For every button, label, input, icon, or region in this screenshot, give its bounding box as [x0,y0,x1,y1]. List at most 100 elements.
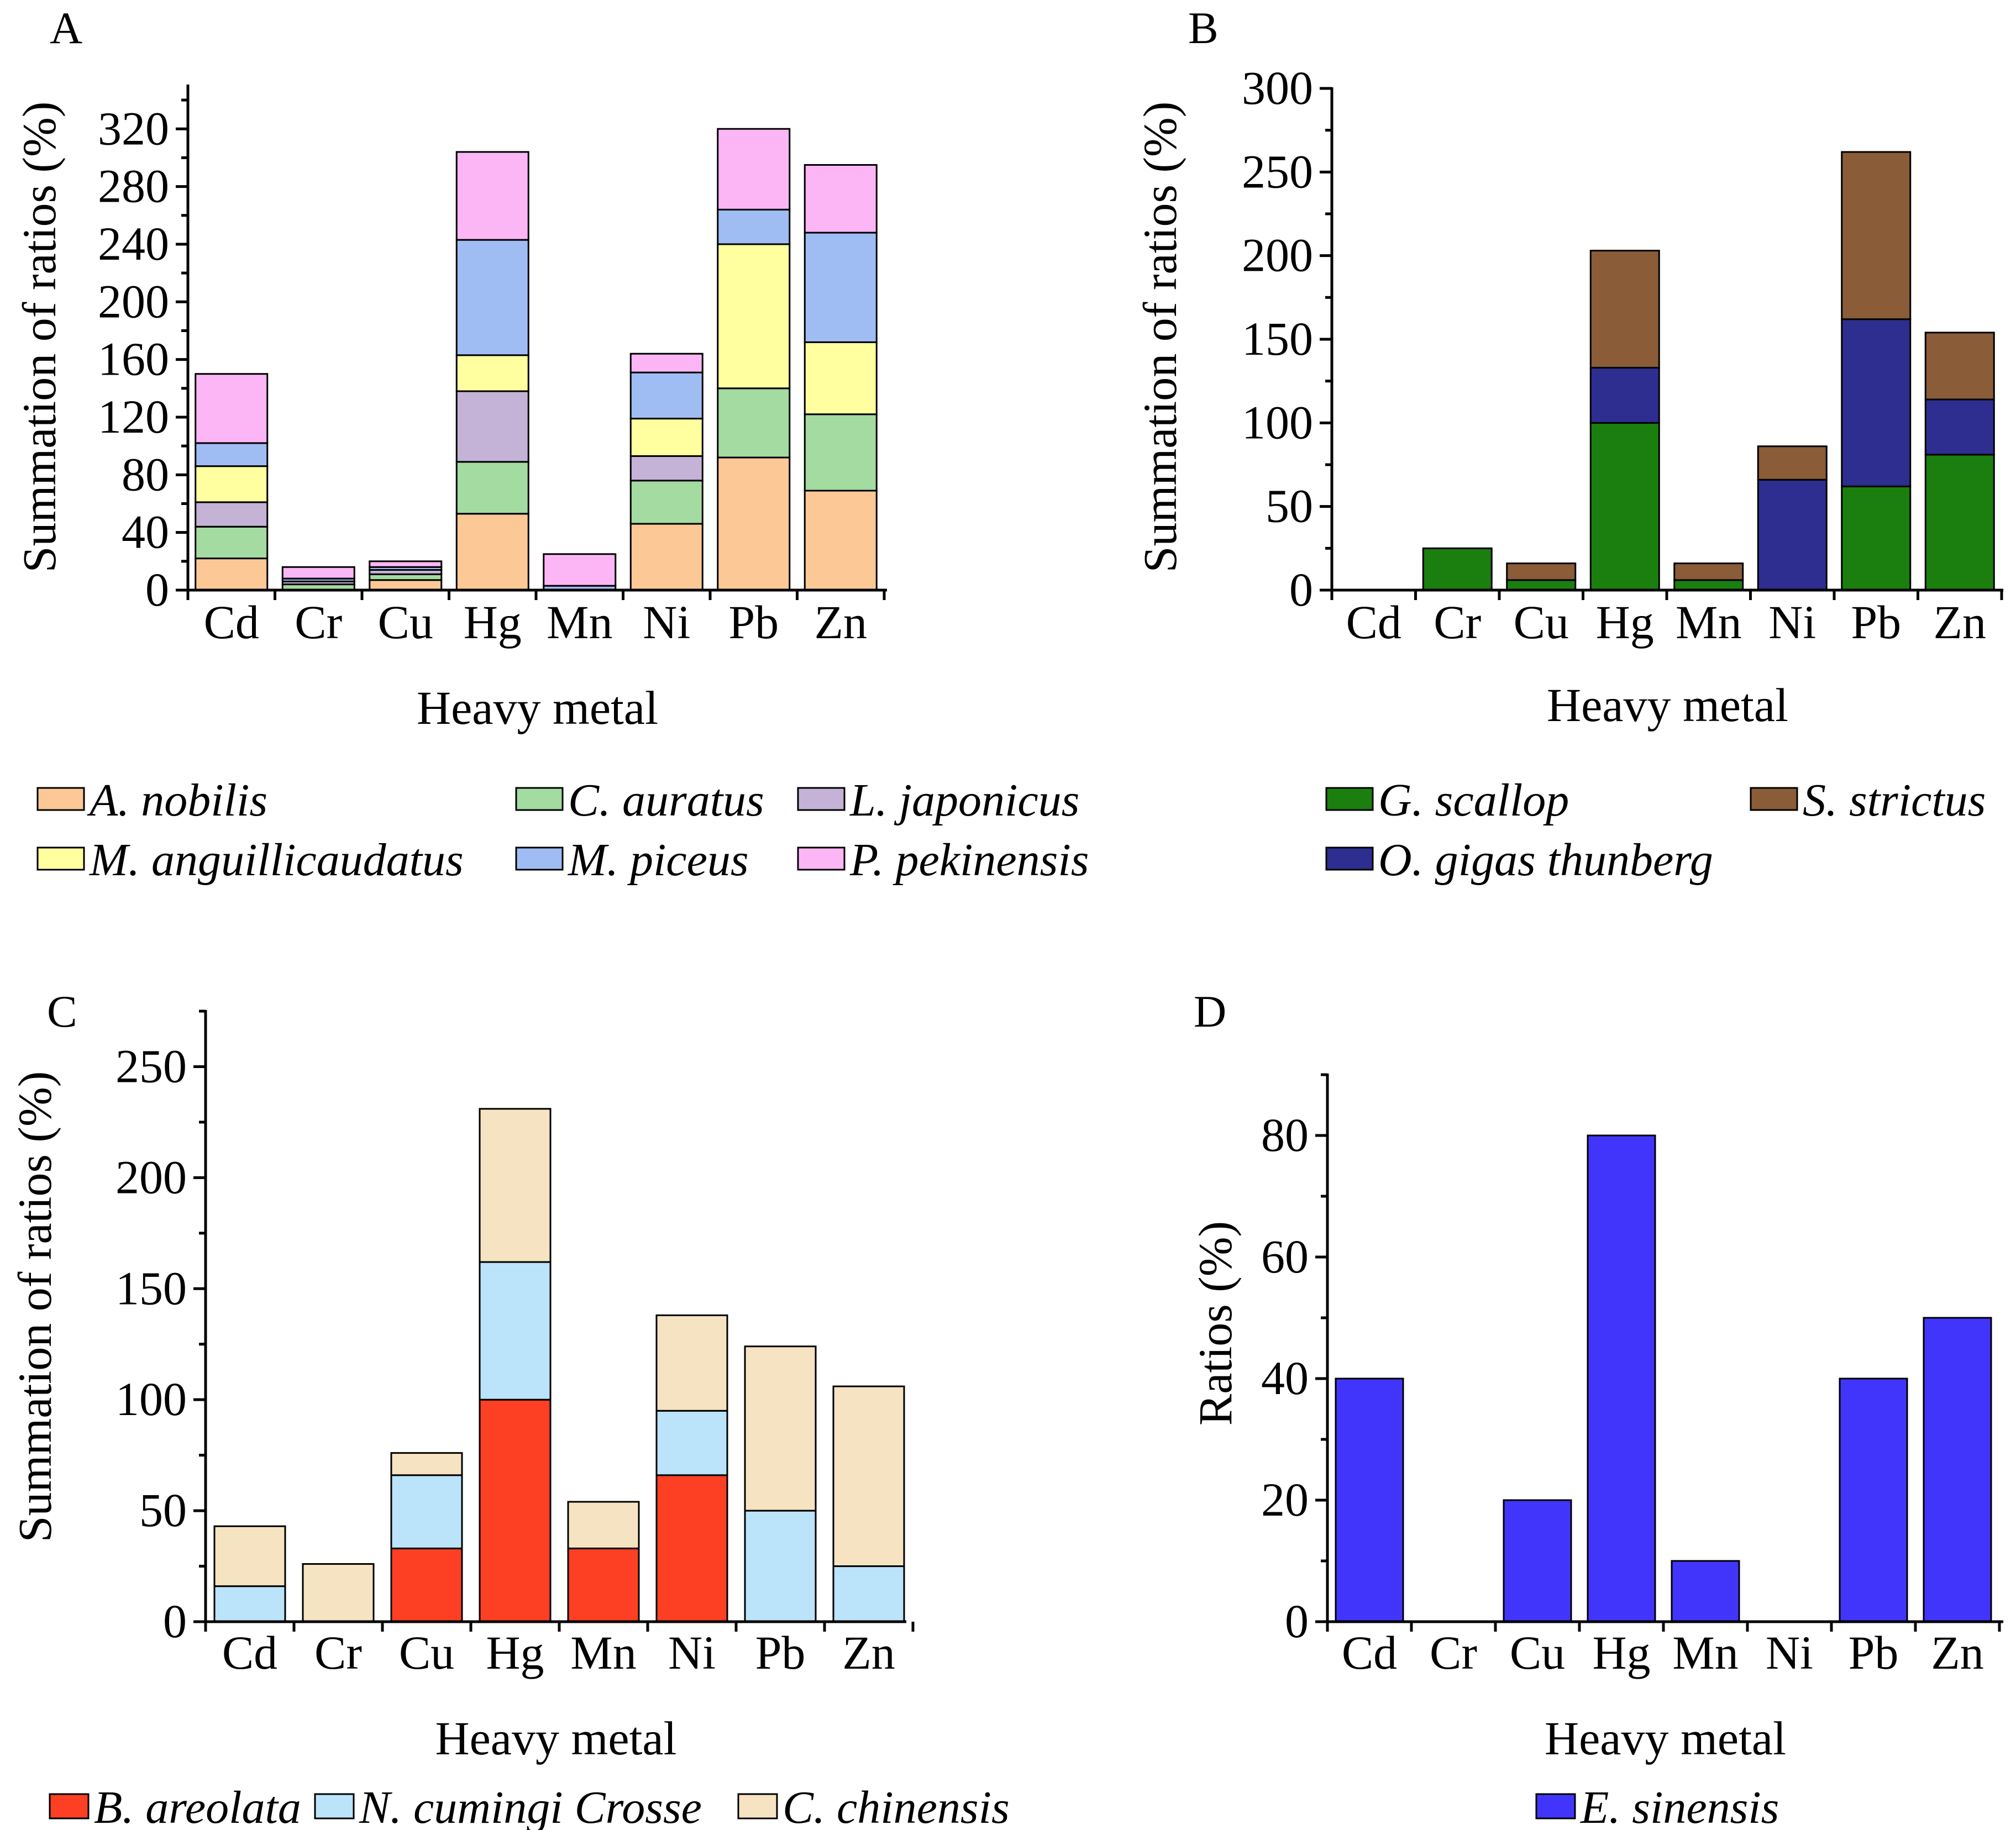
legend-item: A. nobilis [36,775,267,826]
legend-item: L. japonicus [797,775,1079,826]
x-axis-title: Heavy metal [417,681,658,734]
x-tick-label: Zn [1931,1626,1984,1679]
y-tick-label: 0 [1289,563,1313,616]
panel-letter: B [1188,3,1219,53]
legend-label: O. gigas thunberg [1378,834,1713,886]
legend-item: S. strictus [1750,775,1986,826]
bar-hg-series-2 [455,390,529,463]
x-tick-label: Cr [314,1626,362,1679]
x-tick-label: Ni [668,1626,716,1679]
y-tick-label: 100 [1242,396,1313,449]
bar-pb-series-5 [717,128,791,211]
legend-swatch [515,846,564,871]
bar-cr-series-2 [302,1563,375,1623]
bar-zn-series-0 [1924,454,1995,591]
bar-pb-series-1 [1841,318,1912,487]
legend-swatch [797,846,846,871]
bar-pb-series-2 [1841,151,1912,320]
legend-label: P. pekinensis [849,834,1089,886]
y-axis-title: Summation of ratios (%) [13,102,66,573]
bar-ni-series-1 [655,1410,728,1476]
bar-cu-series-1 [369,573,443,581]
legend-item: M. piceus [515,834,749,886]
legend-item: P. pekinensis [797,834,1089,886]
bar-cd-series-0 [1335,1377,1404,1623]
bar-cu-series-0 [1506,579,1577,591]
x-tick-label: Cu [1514,596,1569,649]
bar-hg-series-3 [455,354,529,392]
bar-mn-series-0 [567,1547,640,1623]
panel-letter: A [50,3,82,53]
bars [195,128,878,591]
bars [1335,1134,1992,1623]
y-tick-label: 0 [163,1595,187,1648]
legend-label: A. nobilis [87,775,267,826]
legend-item: N. cumingi Crosse [314,1782,702,1830]
bar-cd-series-1 [195,525,269,560]
bar-cd-series-2 [213,1525,286,1587]
bar-pb-series-3 [717,243,791,390]
x-tick-label: Pb [755,1626,806,1679]
bar-cu-series-2 [390,1452,463,1476]
legend-label: M. piceus [568,834,749,886]
bar-zn-series-0 [804,490,878,591]
x-tick-label: Cu [1510,1626,1565,1679]
legend-item: O. gigas thunberg [1325,834,1713,886]
x-axis-title: Heavy metal [1547,679,1788,732]
x-tick-label: Mn [1672,1626,1738,1679]
legend: E. sinensis [1535,1782,1779,1830]
bar-zn-series-4 [804,232,878,343]
bar-zn-series-2 [1924,332,1995,401]
bar-cu-series-0 [1503,1499,1572,1623]
bar-hg-series-4 [455,239,529,356]
bar-mn-series-5 [543,553,617,587]
panel-letter: D [1194,986,1226,1037]
bar-pb-series-1 [717,387,791,459]
x-tick-label: Pb [1849,1626,1899,1679]
bar-zn-series-2 [832,1385,905,1568]
y-tick-label: 150 [1242,312,1313,365]
x-tick-label: Cr [1434,596,1481,649]
x-tick-label: Mn [547,596,612,649]
legend-swatch [1535,1793,1576,1820]
legend-swatch [36,846,85,871]
legend: A. nobilis C. auratus L. japonicus M. angui… [36,775,1089,886]
bar-mn-series-0 [1673,579,1744,591]
y-tick-label: 80 [122,448,169,501]
bar-pb-series-0 [1839,1377,1908,1623]
legend: B. areolata N. cumingi Crosse C. chinensis [49,1782,1010,1830]
legend-swatch [1325,787,1374,811]
bar-cd-series-1 [213,1585,286,1623]
bar-cu-series-0 [390,1547,463,1623]
legend-label: G. scallop [1378,775,1569,826]
bar-zn-series-5 [804,164,878,234]
bar-hg-series-0 [479,1398,552,1623]
x-tick-label: Hg [1592,1626,1650,1679]
bar-zn-series-1 [1924,398,1995,456]
bar-hg-series-2 [1589,250,1660,369]
x-tick-label: Cd [222,1626,277,1679]
y-tick-label: 40 [1261,1352,1309,1405]
bar-cd-series-5 [195,373,269,444]
legend-item: C. auratus [515,775,764,826]
y-tick-label: 100 [116,1372,187,1426]
y-tick-label: 200 [116,1150,187,1203]
y-tick-label: 200 [1242,229,1313,282]
y-tick-label: 20 [1261,1473,1309,1526]
legend-item: B. areolata [49,1782,301,1830]
legend-swatch [515,787,564,811]
bar-cr-series-0 [1422,547,1493,591]
x-tick-label: Zn [814,596,867,649]
x-tick-label: Ni [643,596,690,649]
bar-hg-series-0 [1587,1134,1656,1623]
y-tick-label: 250 [116,1039,187,1092]
y-tick-label: 120 [98,390,169,443]
legend-swatch [1750,787,1798,811]
legend-label: E. sinensis [1580,1782,1779,1830]
bar-hg-series-0 [1589,422,1660,591]
chart-panel-d: D 0 20 40 60 80 Cd Cr Cu Hg Mn Ni Pb Zn Heavy metal Rat… [1189,986,2003,1830]
x-tick-label: Cu [378,596,433,649]
bar-mn-series-0 [1671,1560,1740,1623]
chart-panel-b: B 0 50 100 150 200 250 300 Cd Cr Cu Hg Mn Ni Pb Zn Heavy… [1133,3,2003,886]
